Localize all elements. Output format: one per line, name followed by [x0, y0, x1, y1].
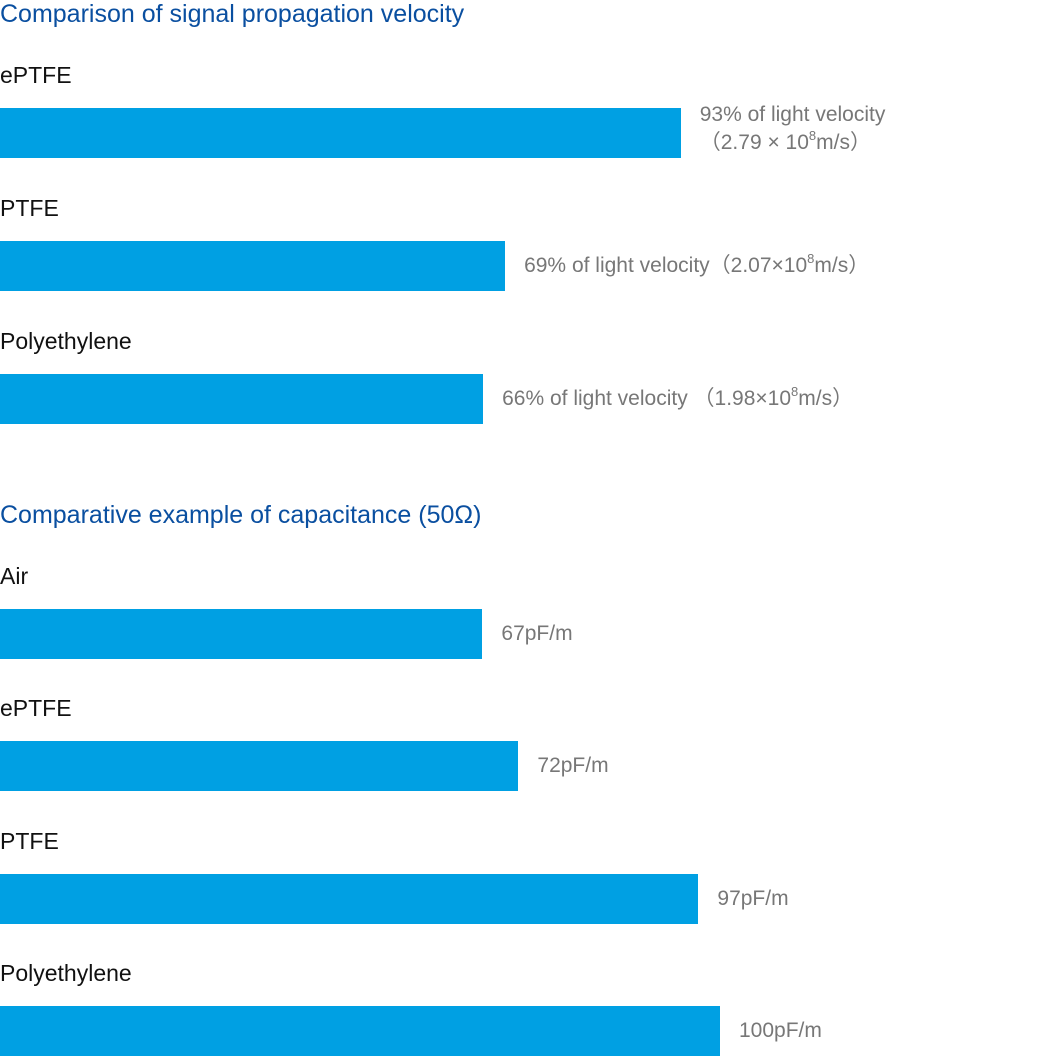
chart-title: Comparison of signal propagation velocit…: [0, 0, 465, 28]
chart-title: Comparative example of capacitance (50Ω): [0, 501, 482, 529]
bar: [0, 241, 506, 291]
value-label-line: 72pF/m: [537, 754, 609, 778]
value-label-line: 66% of light velocity （1.98×108m/s）: [502, 384, 854, 410]
value-label: 69% of light velocity（2.07×108m/s）: [524, 252, 869, 280]
value-label-line: 97pF/m: [717, 886, 789, 910]
value-label: 66% of light velocity （1.98×108m/s）: [502, 385, 853, 413]
category-label: Polyethylene: [0, 328, 132, 354]
bar: [0, 374, 484, 424]
value-label: 100pF/m: [739, 1017, 822, 1045]
value-label-line: 67pF/m: [501, 622, 573, 645]
value-label-line: 93% of light velocity: [699, 103, 886, 126]
value-label: 93% of light velocity （2.79 × 108m/s）: [700, 101, 886, 157]
exponent: 8: [808, 128, 817, 143]
bar: [0, 108, 681, 158]
category-label: ePTFE: [0, 62, 72, 88]
bar: [0, 1005, 720, 1056]
category-label: Air: [0, 563, 29, 589]
value-label: 72pF/m: [537, 752, 608, 780]
exponent: 8: [807, 251, 815, 266]
category-label: PTFE: [0, 827, 59, 854]
bar: [0, 873, 699, 924]
exponent: 8: [791, 384, 799, 399]
category-label: ePTFE: [0, 695, 72, 722]
value-label-line: （2.79 × 108m/s）: [699, 128, 871, 154]
category-label: PTFE: [0, 195, 59, 221]
value-label: 67pF/m: [501, 620, 572, 648]
value-label: 97pF/m: [717, 885, 788, 913]
value-label-line: 69% of light velocity（2.07×108m/s）: [524, 251, 870, 277]
bar: [0, 741, 519, 792]
value-label-line: 100pF/m: [739, 1018, 822, 1042]
category-label: Polyethylene: [0, 959, 132, 986]
bar: [0, 609, 483, 659]
